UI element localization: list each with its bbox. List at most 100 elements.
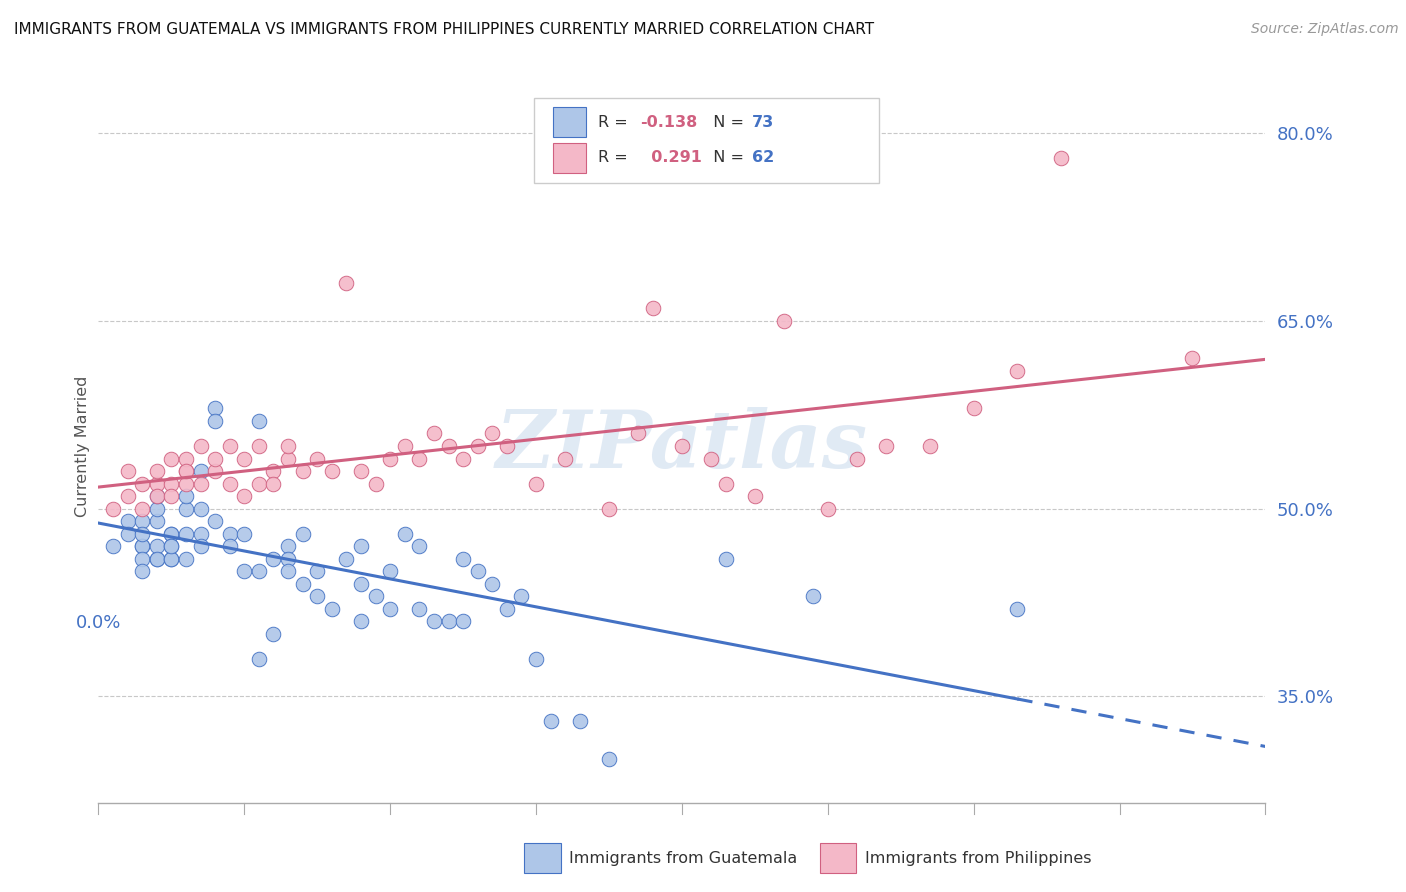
Point (714, 476, 737, 491)
Point (291, 464, 314, 478)
Point (160, 551, 183, 566)
Point (291, 526, 314, 541)
Point (190, 476, 212, 491)
Point (277, 451, 299, 466)
Text: IMMIGRANTS FROM GUATEMALA VS IMMIGRANTS FROM PHILIPPINES CURRENTLY MARRIED CORRE: IMMIGRANTS FROM GUATEMALA VS IMMIGRANTS … (14, 22, 875, 37)
Point (247, 476, 270, 491)
Point (190, 526, 212, 541)
Point (146, 476, 169, 491)
Point (131, 514, 153, 528)
Point (408, 539, 430, 553)
Point (451, 551, 474, 566)
Point (307, 564, 329, 578)
Point (510, 589, 533, 603)
Point (262, 476, 284, 491)
Point (335, 551, 357, 566)
Y-axis label: Currently Married: Currently Married (75, 376, 90, 516)
Point (146, 551, 169, 566)
Point (350, 464, 373, 478)
Point (394, 439, 416, 453)
Point (277, 439, 299, 453)
Text: ZIPatlas: ZIPatlas (496, 408, 868, 484)
Point (218, 476, 240, 491)
Point (146, 539, 169, 553)
Point (160, 551, 183, 566)
Point (190, 501, 212, 516)
Text: Immigrants from Philippines: Immigrants from Philippines (865, 851, 1091, 865)
Point (1050, 151, 1073, 165)
Point (174, 551, 197, 566)
Point (160, 526, 183, 541)
Point (160, 451, 183, 466)
Point (101, 501, 124, 516)
Point (423, 614, 446, 628)
Point (378, 564, 402, 578)
Text: -0.138: -0.138 (640, 115, 697, 129)
Point (962, 401, 984, 416)
Point (131, 539, 153, 553)
Point (146, 464, 169, 478)
Point (495, 439, 517, 453)
Point (554, 451, 576, 466)
Point (160, 489, 183, 503)
Point (350, 539, 373, 553)
Point (451, 614, 474, 628)
Point (131, 476, 153, 491)
Point (174, 451, 197, 466)
Point (467, 439, 489, 453)
Point (174, 476, 197, 491)
Point (204, 514, 226, 528)
Point (160, 476, 183, 491)
Point (378, 451, 402, 466)
Point (335, 277, 357, 291)
Point (495, 601, 517, 615)
Point (598, 501, 620, 516)
Text: R =: R = (598, 115, 633, 129)
Point (160, 539, 183, 553)
Point (174, 464, 197, 478)
Point (131, 501, 153, 516)
Point (394, 526, 416, 541)
Point (204, 414, 226, 428)
Point (174, 464, 197, 478)
Point (918, 439, 941, 453)
Point (451, 451, 474, 466)
Point (218, 439, 240, 453)
Text: 0.291: 0.291 (640, 151, 702, 165)
Point (321, 464, 343, 478)
Point (408, 451, 430, 466)
Point (364, 476, 387, 491)
Point (568, 714, 591, 729)
Point (190, 539, 212, 553)
Point (204, 451, 226, 466)
Point (641, 301, 664, 316)
Point (671, 439, 693, 453)
Point (277, 564, 299, 578)
Text: Immigrants from Guatemala: Immigrants from Guatemala (569, 851, 797, 865)
Point (262, 627, 284, 641)
Point (101, 539, 124, 553)
Point (408, 601, 430, 615)
Point (146, 489, 169, 503)
Point (146, 551, 169, 566)
Point (131, 539, 153, 553)
Point (277, 551, 299, 566)
Point (233, 451, 256, 466)
Point (700, 451, 723, 466)
Point (307, 589, 329, 603)
Point (146, 514, 169, 528)
Point (117, 489, 139, 503)
Text: N =: N = (703, 151, 749, 165)
Point (481, 576, 503, 591)
Point (190, 439, 212, 453)
Point (262, 464, 284, 478)
Point (540, 714, 562, 729)
Point (1007, 364, 1029, 378)
Point (146, 489, 169, 503)
Point (277, 539, 299, 553)
Point (378, 601, 402, 615)
Point (204, 401, 226, 416)
Point (233, 489, 256, 503)
Point (524, 476, 547, 491)
Point (174, 501, 197, 516)
